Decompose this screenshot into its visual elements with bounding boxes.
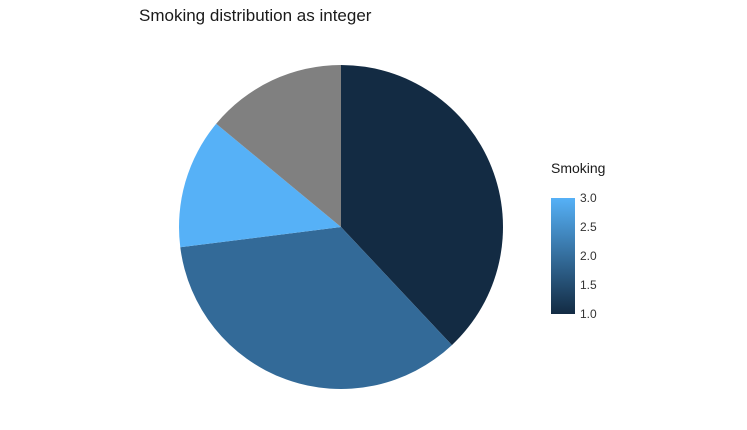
pie-slice-4 <box>216 65 341 227</box>
legend-tick-label: 1.5 <box>580 278 597 292</box>
legend-title: Smoking <box>551 160 606 176</box>
legend-body: 3.0 2.5 2.0 1.5 1.0 <box>551 178 621 320</box>
legend-tick-label: 1.0 <box>580 307 597 321</box>
legend-tick-label: 2.0 <box>580 249 597 263</box>
legend-colorbar <box>551 198 575 314</box>
chart-title: Smoking distribution as integer <box>139 6 372 25</box>
legend: Smoking 3.0 2.5 2.0 1.5 1.0 <box>551 160 621 320</box>
legend-tick-label: 2.5 <box>580 220 597 234</box>
pie-slice-3 <box>179 123 341 248</box>
pie-slice-1 <box>341 65 504 346</box>
pie-slice-2 <box>180 227 452 389</box>
legend-tick-label: 3.0 <box>580 191 597 205</box>
